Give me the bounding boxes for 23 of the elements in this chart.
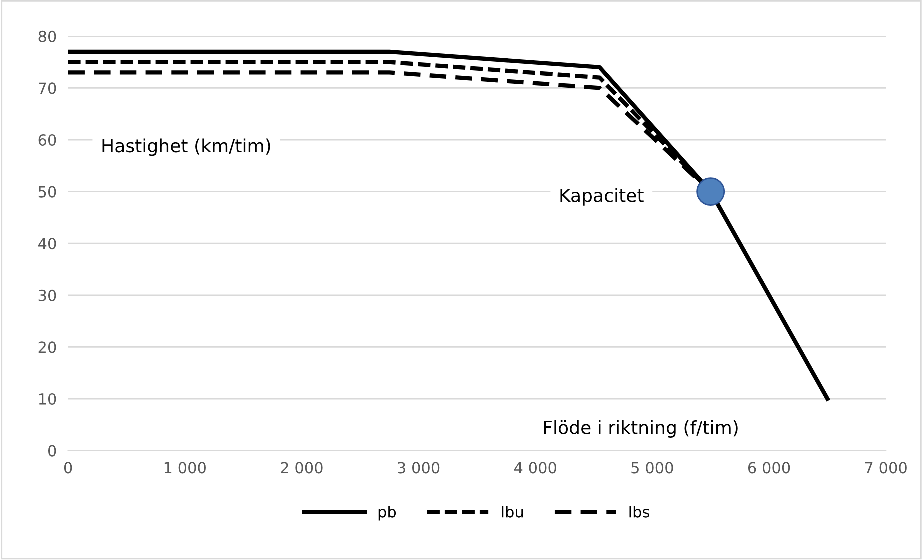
annotation: Flöde i riktning (f/tim)	[544, 420, 738, 438]
legend-label: lbs	[630, 506, 650, 518]
x-tick-label: 6 000	[748, 462, 790, 474]
legend-label: pb	[378, 506, 396, 521]
x-tick-label: 0	[64, 462, 72, 474]
x-tick-label: 1 000	[164, 462, 206, 474]
annotation: Kapacitet	[560, 188, 644, 206]
annotation: Hastighet (km/tim)	[102, 138, 270, 156]
y-tick-label: 60	[38, 134, 56, 146]
y-tick-label: 70	[39, 82, 56, 94]
x-tick-label: 7 000	[865, 462, 907, 474]
y-tick-label: 0	[48, 445, 56, 457]
y-tick-label: 50	[38, 186, 56, 198]
x-tick-label: 5 000	[632, 462, 674, 474]
y-tick-label: 20	[38, 342, 56, 354]
x-tick-label: 4 000	[514, 462, 556, 474]
legend-label: lbu	[502, 506, 524, 518]
x-tick-label: 2 000	[281, 462, 323, 474]
y-tick-label: 40	[38, 238, 56, 250]
y-tick-label: 10	[39, 393, 56, 406]
y-tick-label: 80	[38, 30, 56, 42]
y-tick-label: 30	[38, 290, 56, 302]
x-tick-label: 3 000	[398, 462, 440, 474]
